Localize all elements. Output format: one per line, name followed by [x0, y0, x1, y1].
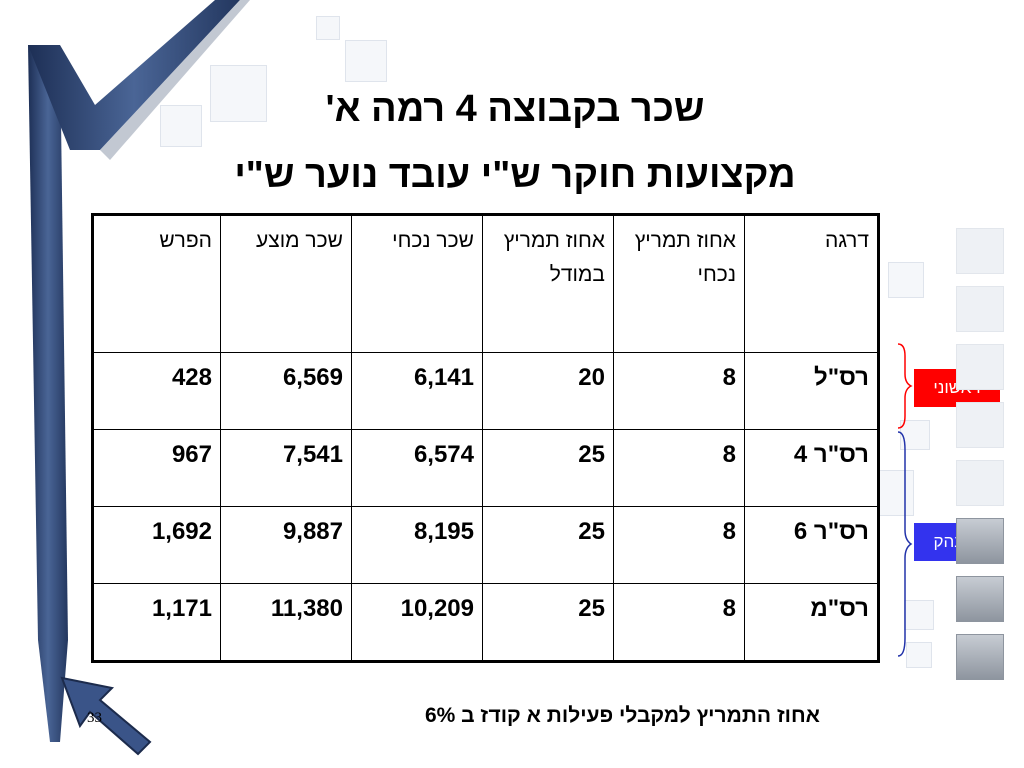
- title-line-1: שכר בקבוצה 4 רמה א': [325, 88, 705, 130]
- cell-difference: 967: [92, 429, 221, 507]
- cell-rank: רס"ל: [744, 352, 879, 430]
- brace-expert: [897, 431, 913, 657]
- cell-model-incentive: 25: [482, 506, 614, 584]
- cell-current-salary: 8,195: [351, 506, 483, 584]
- page-number: 33: [87, 710, 102, 726]
- cell-model-incentive: 25: [482, 429, 614, 507]
- cell-current-salary: 6,141: [351, 352, 483, 430]
- cell-proposed-salary: 11,380: [220, 583, 352, 662]
- cell-proposed-salary: 7,541: [220, 429, 352, 507]
- header-proposed-salary: שכר מוצע: [220, 214, 352, 353]
- cell-current-incentive: 8: [613, 583, 745, 662]
- cell-current-salary: 6,574: [351, 429, 483, 507]
- brace-first: [897, 343, 913, 429]
- table-row: רס"ל 8 20 6,141 6,569 428: [92, 352, 879, 430]
- footnote: אחוז התמריץ למקבלי פעילות א קודז ב 6%: [424, 704, 820, 727]
- table-header-row: דרגה אחוז תמריץ נכחי אחוז תמריץ במודל שכ…: [92, 214, 879, 353]
- group-braces: [897, 343, 913, 657]
- cell-rank: רס"ר 4: [744, 429, 879, 507]
- title-line-2: מקצועות חוקר ש"י עובד נוער ש"י: [234, 154, 796, 196]
- header-model-incentive: אחוז תמריץ במודל: [482, 214, 614, 353]
- cell-model-incentive: 20: [482, 352, 614, 430]
- cell-current-salary: 10,209: [351, 583, 483, 662]
- cell-difference: 1,171: [92, 583, 221, 662]
- cell-proposed-salary: 9,887: [220, 506, 352, 584]
- table-row: רס"ר 4 8 25 6,574 7,541 967: [92, 429, 879, 507]
- decorative-squares-strip: [956, 228, 1004, 692]
- slide-title: שכר בקבוצה 4 רמה א' מקצועות חוקר ש"י עוב…: [110, 76, 920, 208]
- table-row: רס"ר 6 8 25 8,195 9,887 1,692: [92, 506, 879, 584]
- cell-current-incentive: 8: [613, 352, 745, 430]
- header-current-incentive: אחוז תמריץ נכחי: [613, 214, 745, 353]
- salary-table: דרגה אחוז תמריץ נכחי אחוז תמריץ במודל שכ…: [91, 213, 880, 663]
- header-rank: דרגה: [744, 214, 879, 353]
- cell-model-incentive: 25: [482, 583, 614, 662]
- cell-rank: רס"מ: [744, 583, 879, 662]
- cell-difference: 1,692: [92, 506, 221, 584]
- header-current-salary: שכר נכחי: [351, 214, 483, 353]
- cell-difference: 428: [92, 352, 221, 430]
- cell-current-incentive: 8: [613, 506, 745, 584]
- cell-current-incentive: 8: [613, 429, 745, 507]
- cell-rank: רס"ר 6: [744, 506, 879, 584]
- table-row: רס"מ 8 25 10,209 11,380 1,171: [92, 583, 879, 662]
- cell-proposed-salary: 6,569: [220, 352, 352, 430]
- header-difference: הפרש: [92, 214, 221, 353]
